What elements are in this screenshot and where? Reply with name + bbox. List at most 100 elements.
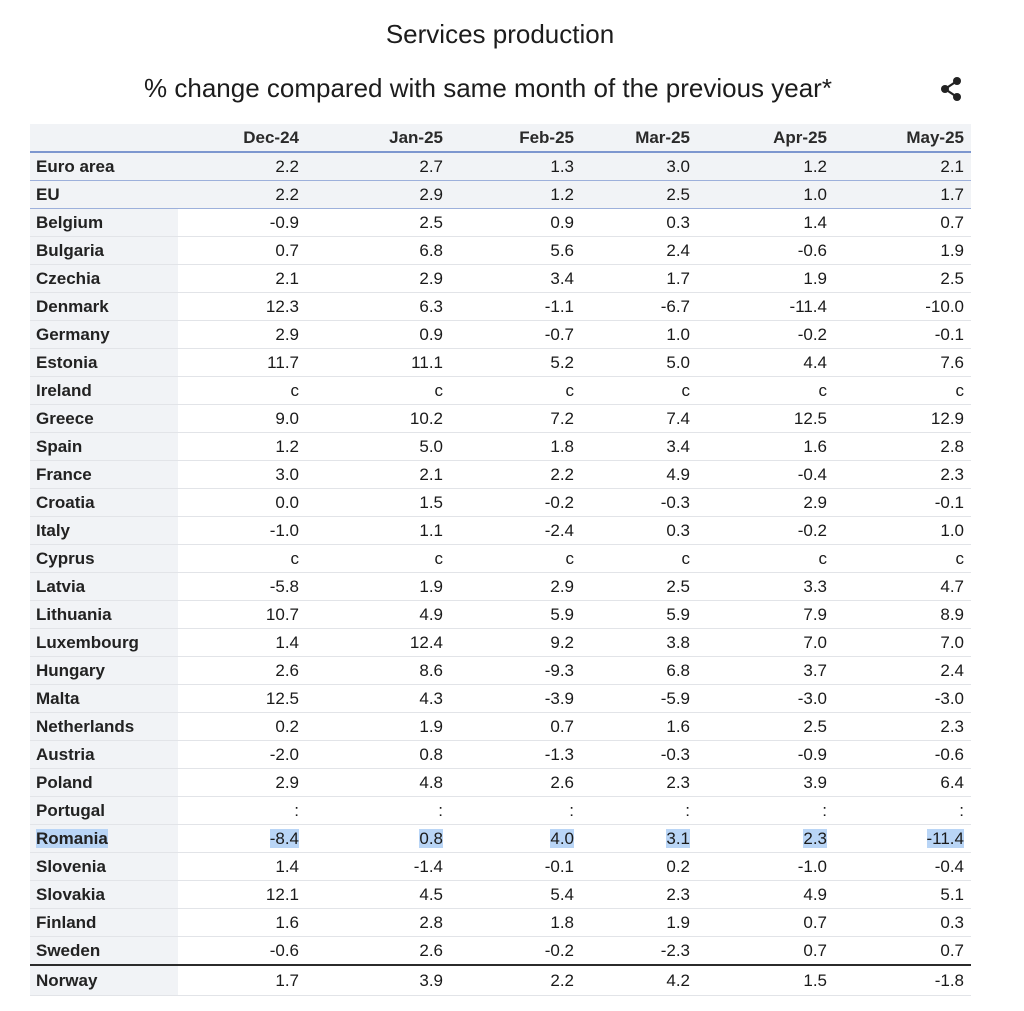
header-row: Dec-24 Jan-25 Feb-25 Mar-25 Apr-25 May-2… <box>30 124 971 153</box>
share-button[interactable] <box>938 76 964 102</box>
cell-value: 2.2 <box>275 184 299 204</box>
table-cell: -0.2 <box>450 488 581 517</box>
cell-value: 2.2 <box>550 464 574 484</box>
cell-value: 3.8 <box>666 632 690 652</box>
row-label: Netherlands <box>30 712 178 741</box>
table-cell: 4.3 <box>306 684 450 713</box>
table-row: Cyprus c c c c c c <box>30 544 971 573</box>
cell-value: -0.3 <box>660 744 690 764</box>
table-cell: c <box>450 376 581 405</box>
cell-value: 0.7 <box>275 240 299 260</box>
row-label-text: Cyprus <box>36 548 95 568</box>
table-cell: -0.9 <box>178 208 306 237</box>
cell-value: 7.6 <box>940 352 964 372</box>
cell-value: 7.0 <box>803 632 827 652</box>
row-label: Spain <box>30 432 178 461</box>
cell-value: 1.7 <box>275 970 299 990</box>
cell-value: 2.9 <box>419 268 443 288</box>
cell-value: 0.7 <box>940 212 964 232</box>
table-cell: 4.0 <box>450 824 581 853</box>
table-cell: 11.7 <box>178 348 306 377</box>
row-label: Luxembourg <box>30 628 178 657</box>
table-cell: 1.9 <box>306 572 450 601</box>
cell-value: : <box>685 800 690 820</box>
table-cell: 2.3 <box>581 880 697 909</box>
cell-value: 7.2 <box>550 408 574 428</box>
cell-value: -0.4 <box>934 856 964 876</box>
cell-value: 2.5 <box>803 716 827 736</box>
table-cell: 7.0 <box>697 628 834 657</box>
table-cell: 1.4 <box>697 208 834 237</box>
row-label: Hungary <box>30 656 178 685</box>
table-cell: 5.6 <box>450 236 581 265</box>
table-cell: 2.5 <box>834 264 971 293</box>
table-cell: 2.2 <box>178 152 306 181</box>
table-cell: : <box>697 796 834 825</box>
cell-value: c <box>681 380 691 400</box>
table-cell: 1.8 <box>450 908 581 937</box>
cell-value: -2.4 <box>544 520 574 540</box>
table-cell: 0.0 <box>178 488 306 517</box>
table-cell: 0.3 <box>581 208 697 237</box>
cell-value: 2.1 <box>275 268 299 288</box>
cell-value: 0.3 <box>940 912 964 932</box>
cell-value: 3.4 <box>666 436 690 456</box>
cell-value: 1.5 <box>419 492 443 512</box>
table-row: Bulgaria 0.7 6.8 5.6 2.4 -0.6 1.9 <box>30 236 971 265</box>
cell-value: 5.0 <box>419 436 443 456</box>
cell-value: 0.0 <box>275 492 299 512</box>
table-cell: 2.2 <box>450 460 581 489</box>
table-row: Finland 1.6 2.8 1.8 1.9 0.7 0.3 <box>30 908 971 937</box>
cell-value: -11.4 <box>789 296 828 316</box>
table-cell: 5.4 <box>450 880 581 909</box>
table-cell: -5.9 <box>581 684 697 713</box>
cell-value: -0.2 <box>797 324 827 344</box>
cell-value: 6.3 <box>419 296 443 316</box>
table-cell: 12.3 <box>178 292 306 321</box>
cell-value: 12.3 <box>265 296 299 316</box>
cell-value: 4.0 <box>550 828 574 848</box>
cell-value: 1.6 <box>666 716 690 736</box>
cell-value: 4.5 <box>419 884 443 904</box>
table-cell: c <box>581 376 697 405</box>
cell-value: -3.0 <box>797 688 827 708</box>
table-cell: 6.3 <box>306 292 450 321</box>
table-cell: 2.5 <box>581 180 697 209</box>
cell-value: 7.4 <box>666 408 690 428</box>
table-cell: 1.6 <box>697 432 834 461</box>
cell-value: 12.1 <box>265 884 299 904</box>
cell-value: 1.9 <box>419 716 443 736</box>
cell-value: 5.2 <box>550 352 574 372</box>
table-cell: -0.7 <box>450 320 581 349</box>
table-cell: : <box>306 796 450 825</box>
cell-value: 1.7 <box>940 184 964 204</box>
table-row: Italy -1.0 1.1 -2.4 0.3 -0.2 1.0 <box>30 516 971 545</box>
table-cell: 12.5 <box>697 404 834 433</box>
cell-value: 1.9 <box>666 912 690 932</box>
table-cell: 1.9 <box>306 712 450 741</box>
table-cell: 2.9 <box>697 488 834 517</box>
cell-value: -1.4 <box>413 856 443 876</box>
cell-value: 1.6 <box>803 436 827 456</box>
row-label: Poland <box>30 768 178 797</box>
cell-value: -0.6 <box>934 744 964 764</box>
column-header: Jan-25 <box>306 124 450 153</box>
cell-value: 5.9 <box>550 604 574 624</box>
cell-value: c <box>955 380 965 400</box>
cell-value: : <box>822 800 827 820</box>
cell-value: -6.7 <box>660 296 690 316</box>
cell-value: 2.9 <box>419 184 443 204</box>
table-cell: 8.9 <box>834 600 971 629</box>
cell-value: -0.6 <box>269 940 299 960</box>
table-cell: 0.7 <box>834 208 971 237</box>
table-cell: c <box>178 544 306 573</box>
table-cell: c <box>834 544 971 573</box>
table-cell: -0.2 <box>697 320 834 349</box>
table-cell: 1.2 <box>450 180 581 209</box>
table-cell: 2.9 <box>178 320 306 349</box>
table-cell: 4.4 <box>697 348 834 377</box>
cell-value: 2.1 <box>419 464 443 484</box>
table-cell: -0.4 <box>834 852 971 881</box>
table-cell: -1.4 <box>306 852 450 881</box>
table-cell: -0.1 <box>834 320 971 349</box>
